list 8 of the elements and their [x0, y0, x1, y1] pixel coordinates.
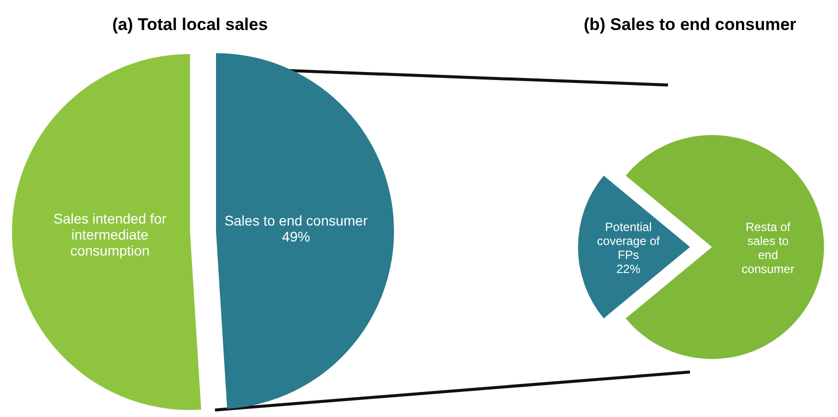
slice-label: Resta of sales to end consumer	[742, 220, 794, 276]
slice-label: Potential coverage of FPs	[597, 220, 660, 262]
chart-title: (b) Sales to end consumer	[584, 15, 797, 34]
slice-label: Sales to end consumer	[224, 212, 368, 229]
data-label: 49%	[282, 228, 310, 245]
slice-label: Sales intended for intermediate consumption	[54, 210, 167, 259]
data-label: 22%	[616, 262, 641, 276]
chart-title: (a) Total local sales	[112, 15, 268, 34]
